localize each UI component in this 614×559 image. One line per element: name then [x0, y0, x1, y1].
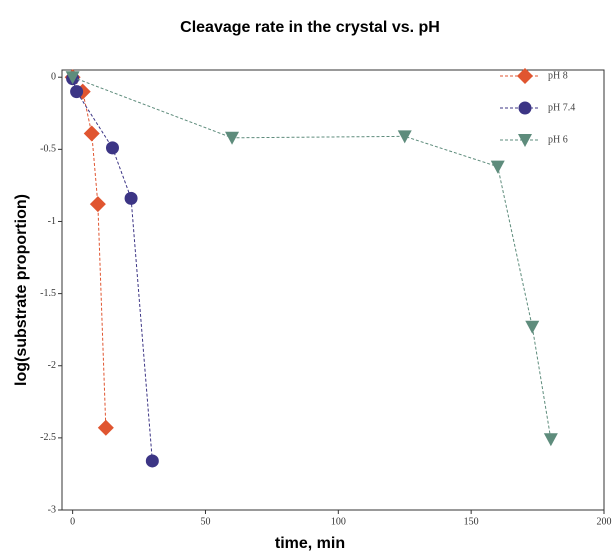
plot-frame: [61, 69, 605, 511]
x-axis-label: time, min: [275, 535, 345, 552]
x-tick-label: 100: [331, 516, 346, 527]
x-tick-label: 200: [597, 516, 612, 527]
marker: [124, 191, 138, 205]
x-tick-label: 50: [200, 516, 210, 527]
series-line: [72, 78, 153, 461]
marker: [397, 130, 412, 144]
marker: [145, 454, 159, 468]
x-tick-label: 150: [464, 516, 479, 527]
marker: [518, 134, 532, 147]
x-tick-label: 0: [70, 516, 75, 527]
chart-title: Cleavage rate in the crystal vs. pH: [180, 19, 440, 36]
marker: [525, 320, 540, 334]
marker: [490, 160, 505, 174]
marker: [225, 131, 240, 145]
series-line: [72, 76, 552, 440]
marker: [105, 141, 119, 155]
marker: [97, 419, 114, 436]
marker: [543, 433, 558, 447]
y-tick-label: 0: [51, 72, 56, 83]
y-axis-label: log(substrate proportion): [13, 194, 30, 386]
marker: [518, 101, 532, 115]
y-tick-label: -3: [48, 504, 56, 515]
y-tick-label: -1: [48, 216, 56, 227]
y-tick-label: -0.5: [40, 144, 56, 155]
marker: [517, 68, 533, 84]
marker: [83, 125, 100, 142]
legend-label: pH 6: [548, 134, 568, 145]
marker: [70, 85, 84, 99]
y-tick-label: -1.5: [40, 288, 56, 299]
legend-label: pH 7.4: [548, 102, 575, 113]
y-tick-label: -2: [48, 360, 56, 371]
marker: [65, 71, 80, 85]
legend-label: pH 8: [548, 70, 568, 81]
marker: [89, 196, 106, 213]
y-tick-label: -2.5: [40, 432, 56, 443]
